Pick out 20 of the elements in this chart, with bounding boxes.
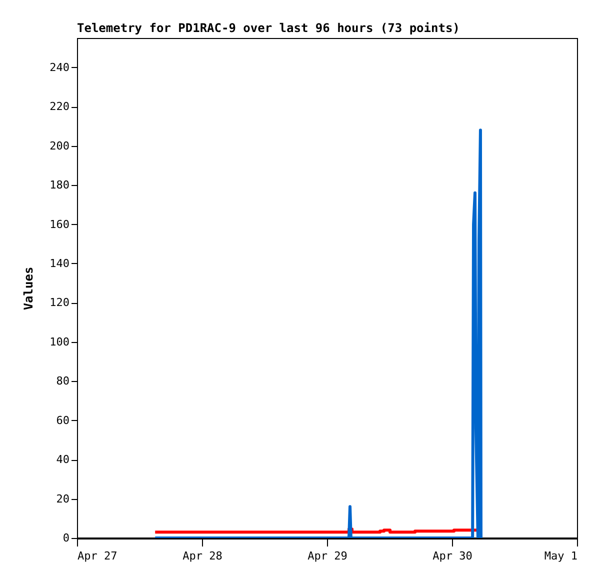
x-tick-label: Apr 29 — [308, 550, 348, 562]
chart-title: Telemetry for PD1RAC-9 over last 96 hours (73 points) — [77, 21, 460, 35]
y-tick-label: 120 — [50, 296, 70, 310]
y-tick-label: 60 — [56, 414, 70, 427]
y-tick-label: 180 — [50, 178, 70, 192]
y-tick-label: 160 — [50, 218, 70, 231]
x-tick-label: Apr 28 — [182, 550, 222, 562]
y-axis-title: Values — [22, 266, 36, 310]
x-tick-label: May 1 — [544, 550, 578, 562]
y-tick-label: 100 — [50, 335, 70, 348]
y-tick-label: 40 — [56, 453, 70, 466]
y-tick-label: 240 — [50, 60, 70, 74]
y-tick-label: 220 — [50, 100, 70, 114]
x-tick-label: Apr 27 — [78, 550, 118, 562]
y-tick-label: 140 — [50, 256, 70, 270]
y-tick-label: 0 — [62, 532, 70, 544]
y-tick-label: 200 — [50, 139, 70, 152]
x-tick-label: Apr 30 — [432, 550, 472, 562]
y-tick-label: 80 — [56, 374, 70, 388]
y-tick-label: 20 — [56, 492, 70, 506]
